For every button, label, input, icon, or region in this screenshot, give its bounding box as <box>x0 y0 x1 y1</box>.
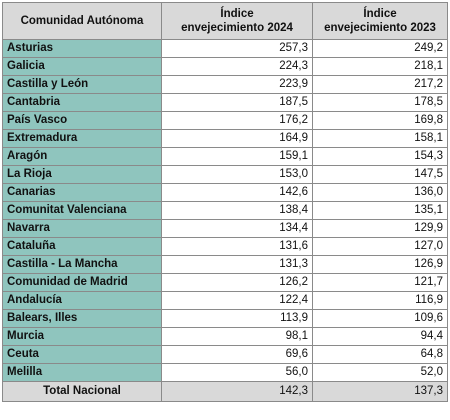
index-2024-cell[interactable]: 224,3 <box>161 57 313 76</box>
index-2024-cell[interactable]: 164,9 <box>161 129 313 148</box>
region-cell[interactable]: Murcia <box>2 327 162 346</box>
index-2024-cell[interactable]: 131,6 <box>161 237 313 256</box>
index-2024-cell[interactable]: 56,0 <box>161 363 313 382</box>
table-row: Aragón 159,1 154,3 <box>2 147 448 166</box>
table-row: Andalucía 122,4 116,9 <box>2 291 448 310</box>
table-row: Extremadura 164,9 158,1 <box>2 129 448 148</box>
table-row: Melilla 56,0 52,0 <box>2 363 448 382</box>
total-label-cell[interactable]: Total Nacional <box>2 381 162 402</box>
table-row: Castilla - La Mancha 131,3 126,9 <box>2 255 448 274</box>
index-2023-cell[interactable]: 136,0 <box>312 183 448 202</box>
table-row: Comunitat Valenciana 138,4 135,1 <box>2 201 448 220</box>
index-2024-cell[interactable]: 134,4 <box>161 219 313 238</box>
region-cell[interactable]: Balears, Illes <box>2 309 162 328</box>
index-2023-cell[interactable]: 126,9 <box>312 255 448 274</box>
table-body: Asturias 257,3 249,2 Galicia 224,3 218,1 Casti… <box>2 39 448 402</box>
region-cell[interactable]: Andalucía <box>2 291 162 310</box>
index-2024-cell[interactable]: 138,4 <box>161 201 313 220</box>
region-cell[interactable]: Extremadura <box>2 129 162 148</box>
header-region-label: Comunidad Autónoma <box>20 15 144 27</box>
index-2024-cell[interactable]: 159,1 <box>161 147 313 166</box>
region-cell[interactable]: Ceuta <box>2 345 162 364</box>
region-cell[interactable]: Comunidad de Madrid <box>2 273 162 292</box>
index-2024-cell[interactable]: 142,6 <box>161 183 313 202</box>
table-row: Castilla y León 223,9 217,2 <box>2 75 448 94</box>
index-2023-cell[interactable]: 158,1 <box>312 129 448 148</box>
aging-index-table: Comunidad Autónoma Índice envejecimiento… <box>2 2 448 402</box>
region-cell[interactable]: Comunitat Valenciana <box>2 201 162 220</box>
index-2023-cell[interactable]: 52,0 <box>312 363 448 382</box>
index-2024-cell[interactable]: 187,5 <box>161 93 313 112</box>
region-cell[interactable]: Asturias <box>2 39 162 58</box>
table-row: Balears, Illes 113,9 109,6 <box>2 309 448 328</box>
header-2024-line-1: Índice <box>220 8 254 20</box>
index-2024-cell[interactable]: 126,2 <box>161 273 313 292</box>
table-row: Galicia 224,3 218,1 <box>2 57 448 76</box>
index-2024-cell[interactable]: 153,0 <box>161 165 313 184</box>
table-row: Navarra 134,4 129,9 <box>2 219 448 238</box>
index-2023-cell[interactable]: 129,9 <box>312 219 448 238</box>
table-row: La Rioja 153,0 147,5 <box>2 165 448 184</box>
total-2024-cell[interactable]: 142,3 <box>161 381 313 402</box>
total-row: Total Nacional 142,3 137,3 <box>2 381 448 402</box>
index-2023-cell[interactable]: 121,7 <box>312 273 448 292</box>
region-cell[interactable]: Navarra <box>2 219 162 238</box>
header-2024[interactable]: Índice envejecimiento 2024 <box>161 2 313 40</box>
index-2024-cell[interactable]: 98,1 <box>161 327 313 346</box>
index-2024-cell[interactable]: 131,3 <box>161 255 313 274</box>
index-2024-cell[interactable]: 122,4 <box>161 291 313 310</box>
table-row: Cantabria 187,5 178,5 <box>2 93 448 112</box>
region-cell[interactable]: Castilla y León <box>2 75 162 94</box>
region-cell[interactable]: Galicia <box>2 57 162 76</box>
index-2023-cell[interactable]: 64,8 <box>312 345 448 364</box>
index-2023-cell[interactable]: 94,4 <box>312 327 448 346</box>
index-2023-cell[interactable]: 147,5 <box>312 165 448 184</box>
header-row: Comunidad Autónoma Índice envejecimiento… <box>2 2 448 40</box>
region-cell[interactable]: País Vasco <box>2 111 162 130</box>
region-cell[interactable]: Melilla <box>2 363 162 382</box>
index-2024-cell[interactable]: 113,9 <box>161 309 313 328</box>
index-2023-cell[interactable]: 218,1 <box>312 57 448 76</box>
table-row: Asturias 257,3 249,2 <box>2 39 448 58</box>
index-2024-cell[interactable]: 69,6 <box>161 345 313 364</box>
region-cell[interactable]: Cantabria <box>2 93 162 112</box>
index-2023-cell[interactable]: 127,0 <box>312 237 448 256</box>
index-2023-cell[interactable]: 154,3 <box>312 147 448 166</box>
table-row: Murcia 98,1 94,4 <box>2 327 448 346</box>
header-2024-line-2: envejecimiento 2024 <box>181 22 293 34</box>
region-cell[interactable]: Castilla - La Mancha <box>2 255 162 274</box>
table-row: Canarias 142,6 136,0 <box>2 183 448 202</box>
table-row: Comunidad de Madrid 126,2 121,7 <box>2 273 448 292</box>
index-2023-cell[interactable]: 169,8 <box>312 111 448 130</box>
index-2023-cell[interactable]: 178,5 <box>312 93 448 112</box>
index-2023-cell[interactable]: 109,6 <box>312 309 448 328</box>
header-2023[interactable]: Índice envejecimiento 2023 <box>312 2 448 40</box>
region-cell[interactable]: Aragón <box>2 147 162 166</box>
index-2024-cell[interactable]: 257,3 <box>161 39 313 58</box>
header-region[interactable]: Comunidad Autónoma <box>2 2 162 40</box>
index-2023-cell[interactable]: 135,1 <box>312 201 448 220</box>
region-cell[interactable]: Cataluña <box>2 237 162 256</box>
index-2023-cell[interactable]: 249,2 <box>312 39 448 58</box>
table-row: Cataluña 131,6 127,0 <box>2 237 448 256</box>
index-2023-cell[interactable]: 116,9 <box>312 291 448 310</box>
table-row: Ceuta 69,6 64,8 <box>2 345 448 364</box>
index-2024-cell[interactable]: 223,9 <box>161 75 313 94</box>
table-row: País Vasco 176,2 169,8 <box>2 111 448 130</box>
region-cell[interactable]: Canarias <box>2 183 162 202</box>
header-2023-line-1: Índice <box>363 8 397 20</box>
total-2023-cell[interactable]: 137,3 <box>312 381 448 402</box>
index-2023-cell[interactable]: 217,2 <box>312 75 448 94</box>
region-cell[interactable]: La Rioja <box>2 165 162 184</box>
index-2024-cell[interactable]: 176,2 <box>161 111 313 130</box>
header-2023-line-2: envejecimiento 2023 <box>324 22 436 34</box>
